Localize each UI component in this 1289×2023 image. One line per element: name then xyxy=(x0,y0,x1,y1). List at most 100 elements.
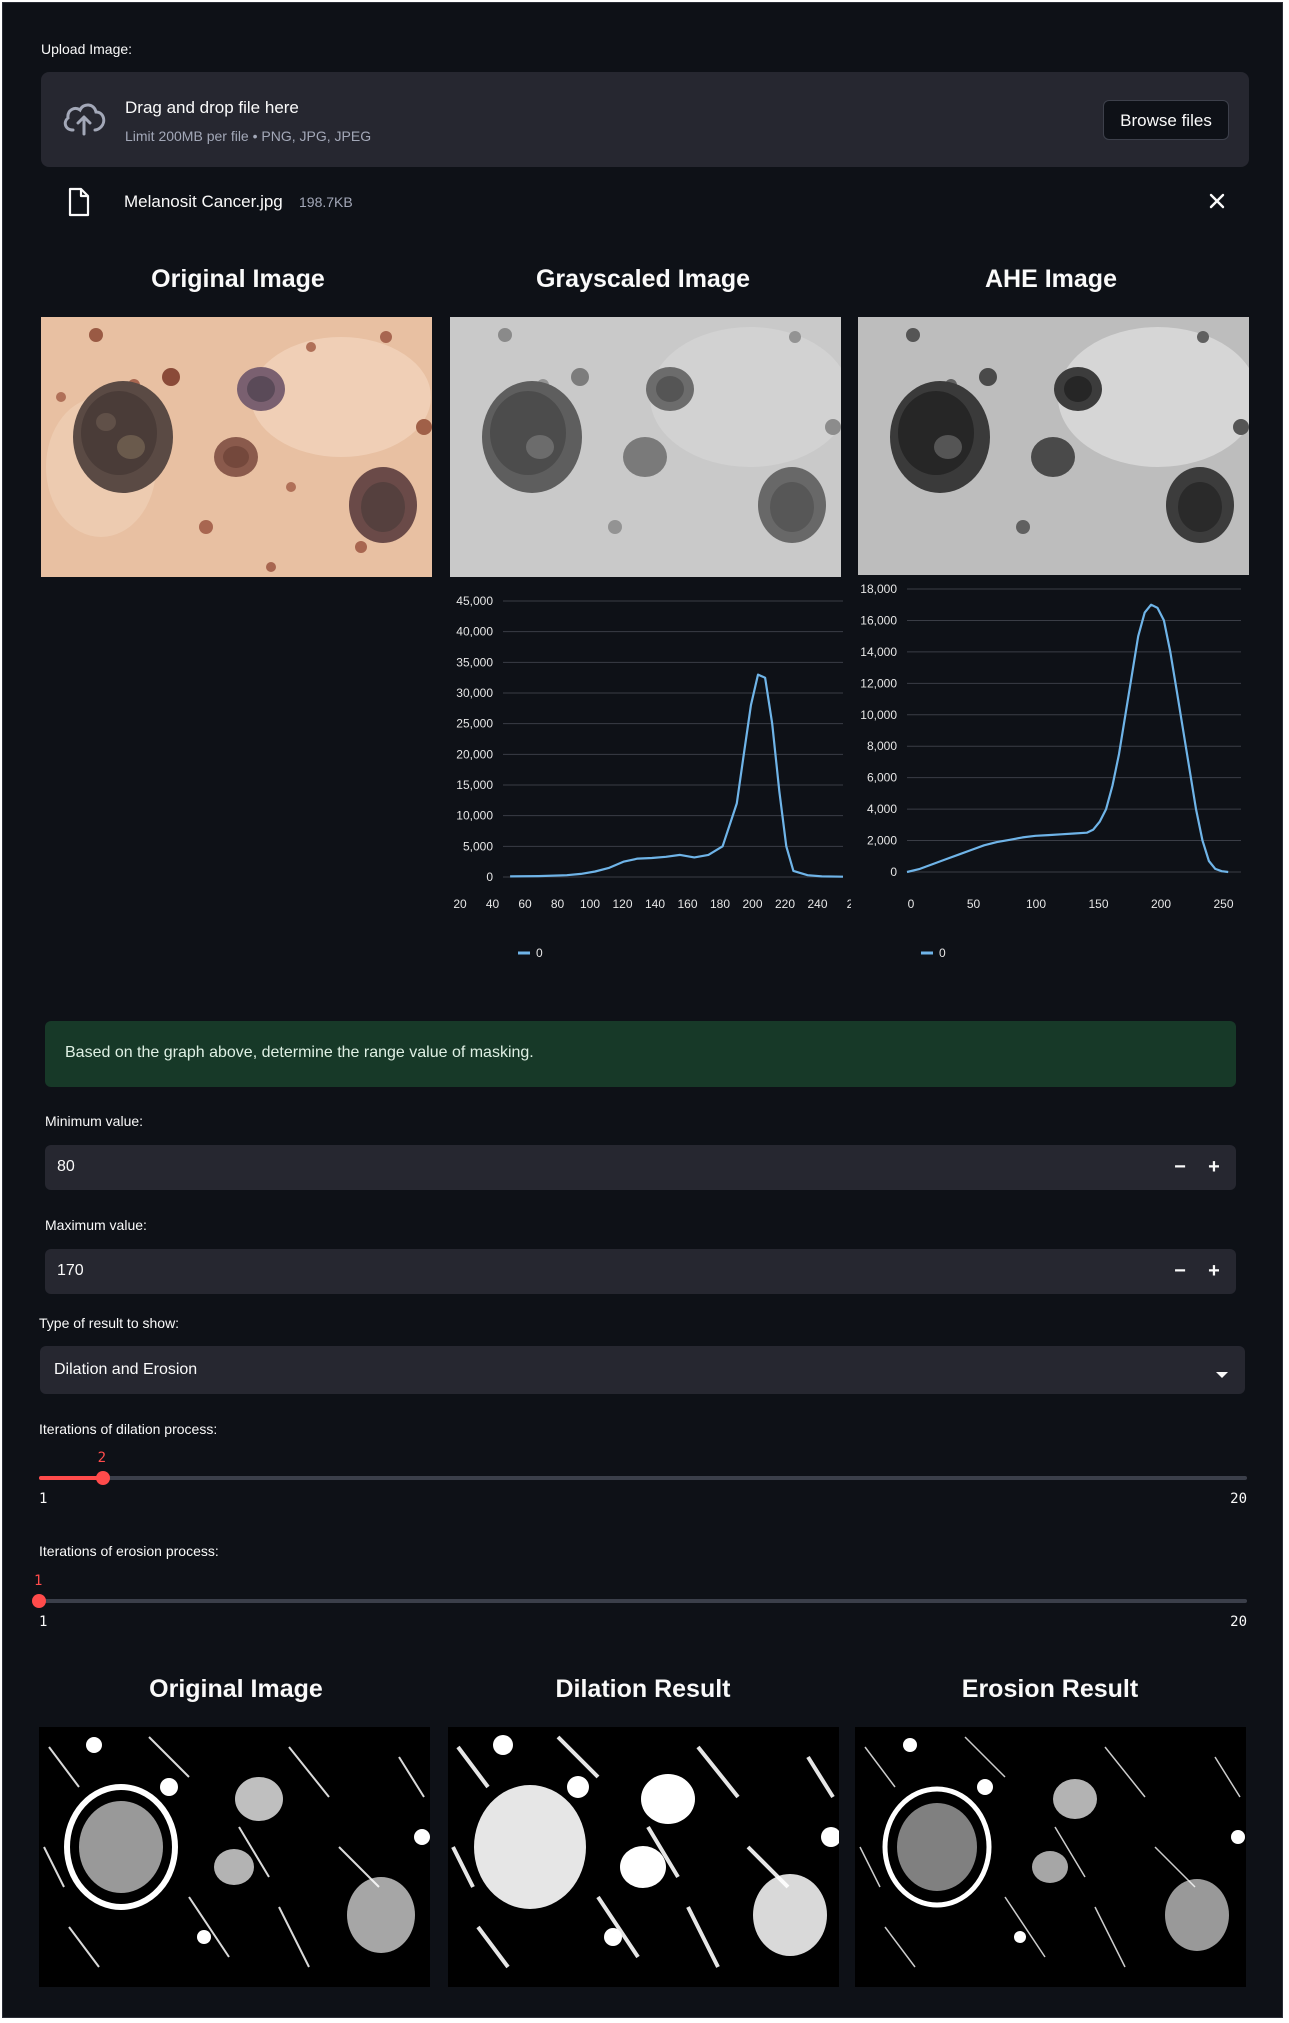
cloud-upload-icon xyxy=(61,100,107,143)
slider-track[interactable] xyxy=(39,1476,1247,1480)
x-tick-label: 50 xyxy=(967,897,981,911)
x-tick-label: 40 xyxy=(486,897,500,911)
slider-thumb[interactable] xyxy=(95,1471,110,1485)
x-tick-label: 150 xyxy=(1088,897,1108,911)
x-tick-label: 180 xyxy=(710,897,730,911)
max-increment-button[interactable]: + xyxy=(1208,1260,1220,1282)
y-tick-label: 18,000 xyxy=(860,582,897,596)
min-value-label: Minimum value: xyxy=(45,1113,144,1129)
y-tick-label: 0 xyxy=(486,870,493,884)
min-value-input[interactable]: 80 − + xyxy=(45,1145,1236,1190)
x-tick-label: 20 xyxy=(453,897,467,911)
erosion-result-title: Erosion Result xyxy=(961,1675,1139,1703)
slider-fill xyxy=(39,1476,103,1480)
dilation-slider[interactable]: 2 1 20 xyxy=(39,1450,1247,1515)
y-tick-label: 4,000 xyxy=(867,802,897,816)
browse-files-button[interactable]: Browse files xyxy=(1103,100,1229,140)
chevron-down-icon xyxy=(1215,1366,1229,1384)
ahe-histogram-chart: 0 2,000 4,000 6,000 8,000 10,000 12,000 14,000 1… xyxy=(851,575,1251,965)
y-tick-label: 10,000 xyxy=(860,708,897,722)
min-decrement-button[interactable]: − xyxy=(1174,1156,1186,1178)
uploaded-file-row: Melanosit Cancer.jpg 198.7KB xyxy=(41,181,1249,223)
ahe-image xyxy=(858,317,1249,577)
grayscaled-image-title: Grayscaled Image xyxy=(535,265,750,293)
x-tick-label: 120 xyxy=(612,897,632,911)
file-dropzone[interactable]: Drag and drop file here Limit 200MB per … xyxy=(41,72,1249,167)
x-tick-label: 100 xyxy=(1026,897,1046,911)
dilation-result-title: Dilation Result xyxy=(555,1675,731,1703)
slider-track[interactable] xyxy=(39,1599,1247,1603)
slider-max-label: 20 xyxy=(1230,1491,1247,1507)
x-tick-label: 160 xyxy=(677,897,697,911)
file-name: Melanosit Cancer.jpg xyxy=(124,192,283,211)
y-tick-label: 10,000 xyxy=(456,809,493,823)
original-image-title: Original Image xyxy=(151,265,325,293)
max-value-input[interactable]: 170 − + xyxy=(45,1249,1236,1294)
min-increment-button[interactable]: + xyxy=(1208,1156,1220,1178)
y-tick-label: 14,000 xyxy=(860,645,897,659)
x-tick-label: 250 xyxy=(1213,897,1233,911)
y-tick-label: 40,000 xyxy=(456,625,493,639)
chart-grid xyxy=(907,588,1241,873)
slider-min-label: 1 xyxy=(39,1491,48,1507)
x-tick-label: 2 xyxy=(847,897,851,911)
dilation-slider-label: Iterations of dilation process: xyxy=(39,1421,218,1437)
y-tick-label: 30,000 xyxy=(456,686,493,700)
series-line xyxy=(906,603,1229,874)
result-type-value: Dilation and Erosion xyxy=(54,1361,198,1378)
max-value-label: Maximum value: xyxy=(45,1217,147,1233)
result-type-label: Type of result to show: xyxy=(39,1315,180,1331)
y-tick-label: 16,000 xyxy=(860,613,897,627)
erosion-slider[interactable]: 1 1 20 xyxy=(32,1573,1247,1638)
y-tick-label: 2,000 xyxy=(867,834,897,848)
slider-max-label: 20 xyxy=(1230,1614,1247,1630)
upload-label: Upload Image: xyxy=(41,41,133,57)
x-tick-label: 140 xyxy=(645,897,665,911)
min-value-text[interactable]: 80 xyxy=(57,1158,75,1175)
legend-label: 0 xyxy=(939,946,946,960)
file-icon xyxy=(67,187,91,222)
dropzone-title: Drag and drop file here xyxy=(125,98,299,117)
slider-thumb[interactable] xyxy=(32,1594,46,1608)
y-tick-label: 25,000 xyxy=(456,717,493,731)
chart-grid xyxy=(503,600,843,878)
x-tick-label: 200 xyxy=(1151,897,1171,911)
original-image xyxy=(41,317,432,577)
ahe-image-title: AHE Image xyxy=(985,265,1117,293)
slider-current-value: 1 xyxy=(34,1573,43,1589)
y-tick-label: 12,000 xyxy=(860,676,897,690)
slider-current-value: 2 xyxy=(97,1450,107,1466)
y-tick-label: 8,000 xyxy=(867,739,897,753)
original-mask-image xyxy=(39,1727,430,1987)
close-icon[interactable] xyxy=(1203,187,1231,220)
series-line xyxy=(510,673,844,878)
x-tick-label: 200 xyxy=(742,897,762,911)
dilation-result-image xyxy=(448,1727,839,1987)
max-value-text[interactable]: 170 xyxy=(57,1262,84,1279)
erosion-slider-label: Iterations of erosion process: xyxy=(39,1543,219,1559)
y-tick-label: 20,000 xyxy=(456,747,493,761)
erosion-result-image xyxy=(855,1727,1246,1987)
y-tick-label: 5,000 xyxy=(463,839,493,853)
result-type-select[interactable]: Dilation and Erosion xyxy=(40,1346,1245,1394)
x-tick-label: 60 xyxy=(518,897,532,911)
original-mask-title: Original Image xyxy=(149,1675,323,1703)
x-tick-label: 0 xyxy=(908,897,915,911)
y-tick-label: 45,000 xyxy=(456,594,493,608)
grayscaled-image xyxy=(450,317,841,577)
y-tick-label: 15,000 xyxy=(456,778,493,792)
legend-label: 0 xyxy=(536,946,543,960)
y-tick-label: 35,000 xyxy=(456,655,493,669)
slider-min-label: 1 xyxy=(39,1614,48,1630)
max-decrement-button[interactable]: − xyxy=(1174,1260,1186,1282)
dropzone-limit: Limit 200MB per file • PNG, JPG, JPEG xyxy=(125,128,372,144)
x-tick-label: 220 xyxy=(775,897,795,911)
info-alert: Based on the graph above, determine the … xyxy=(45,1021,1236,1087)
y-tick-label: 6,000 xyxy=(867,771,897,785)
y-tick-label: 0 xyxy=(890,865,897,879)
grayscale-histogram-chart: 0 5,000 10,000 15,000 20,000 25,000 30,000 35,0… xyxy=(443,585,851,965)
x-tick-label: 100 xyxy=(580,897,600,911)
file-size: 198.7KB xyxy=(299,194,353,210)
x-tick-label: 240 xyxy=(807,897,827,911)
